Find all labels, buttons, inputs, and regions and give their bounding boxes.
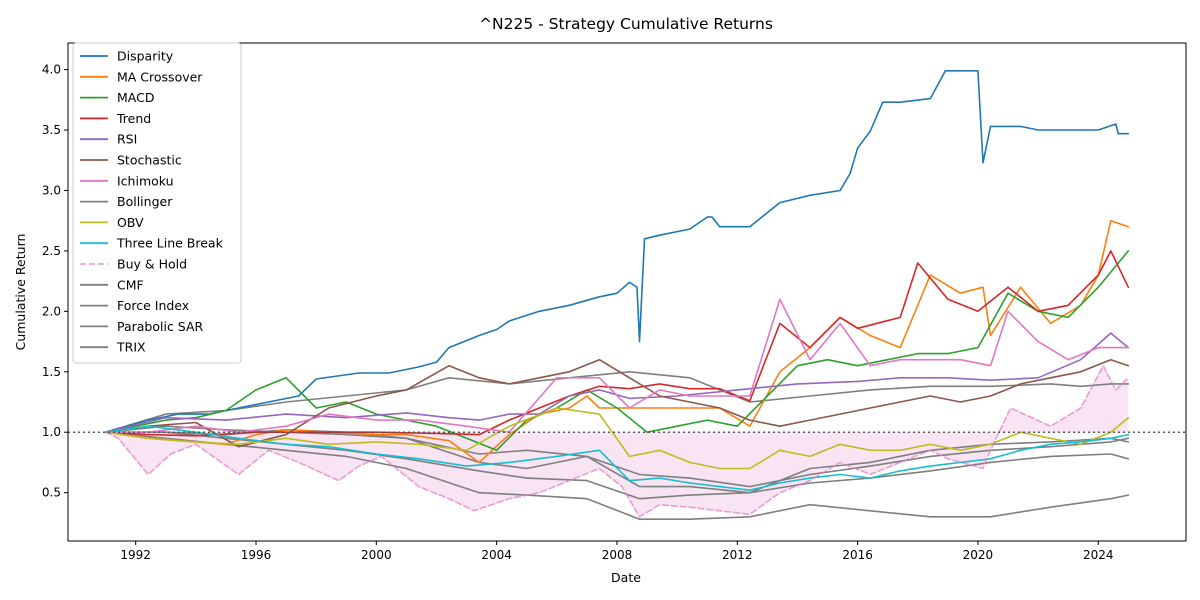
y-tick-label: 1.5: [42, 365, 61, 379]
chart-title: ^N225 - Strategy Cumulative Returns: [479, 15, 773, 33]
legend-label: TRIX: [116, 340, 146, 355]
y-tick-label: 2.5: [42, 244, 61, 258]
y-axis-title: Cumulative Return: [13, 234, 28, 351]
legend-label: CMF: [117, 277, 144, 292]
series-line-obv: [104, 407, 1130, 470]
x-axis-title: Date: [611, 570, 641, 585]
series-line-rsi: [104, 332, 1130, 434]
x-tick-label: 2004: [481, 548, 512, 562]
series-line-disparity: [104, 70, 1130, 434]
x-tick-label: 2000: [361, 548, 392, 562]
legend-label: Bollinger: [117, 194, 173, 209]
fill-layer: [105, 365, 1129, 517]
series-line-stochastic: [104, 358, 1130, 448]
x-tick-label: 2020: [963, 548, 994, 562]
series-line-bollinger: [104, 370, 1130, 434]
series-layer: [104, 70, 1130, 521]
legend-label: Ichimoku: [117, 173, 174, 188]
x-tick-label: 1996: [241, 548, 272, 562]
x-tick-label: 2016: [842, 548, 873, 562]
series-line-three-line-break: [104, 425, 1130, 492]
series-line-cmf: [104, 431, 1130, 521]
legend-label: Trend: [116, 111, 151, 126]
y-tick-label: 3.0: [42, 183, 61, 197]
legend: Disparity MA Crossover MACD Trend RSI Stochas…: [72, 42, 242, 364]
series-line-ichimoku: [104, 298, 1130, 434]
x-tick-label: 2012: [722, 548, 753, 562]
buy-hold-fill-area: [105, 365, 1129, 517]
series-line-trend: [104, 250, 1130, 437]
legend-label: Parabolic SAR: [117, 319, 204, 334]
y-tick-label: 1.0: [42, 425, 61, 439]
plot-frame: [67, 42, 1187, 542]
series-line-macd: [104, 250, 1130, 452]
legend-label: RSI: [117, 132, 137, 147]
legend-label: Stochastic: [117, 153, 182, 168]
legend-label: MACD: [117, 90, 154, 105]
legend-label: Disparity: [117, 49, 174, 64]
legend-box: [72, 42, 242, 364]
x-axis: 1992 1996 2000 2004 2008 2012 2016 2020 2024: [120, 541, 1114, 562]
legend-label: OBV: [117, 215, 144, 230]
legend-label: Force Index: [117, 298, 189, 313]
legend-label: Three Line Break: [116, 236, 224, 251]
y-tick-label: 2.0: [42, 304, 61, 318]
legend-label: Buy & Hold: [117, 257, 187, 272]
x-tick-label: 2024: [1083, 548, 1114, 562]
y-axis: 0.5 1.0 1.5 2.0 2.5 3.0 3.5 4.0: [42, 63, 68, 500]
y-tick-label: 0.5: [42, 486, 61, 500]
x-tick-label: 2008: [602, 548, 633, 562]
legend-label: MA Crossover: [117, 69, 203, 84]
legend-items: Disparity MA Crossover MACD Trend RSI Stochas…: [80, 49, 224, 355]
x-tick-label: 1992: [120, 548, 151, 562]
y-tick-label: 4.0: [42, 63, 61, 77]
plot-area: 1992 1996 2000 2004 2008 2012 2016 2020 2024 0.5…: [42, 42, 1187, 562]
y-tick-label: 3.5: [42, 123, 61, 137]
series-line-buy-hold: [104, 364, 1130, 518]
